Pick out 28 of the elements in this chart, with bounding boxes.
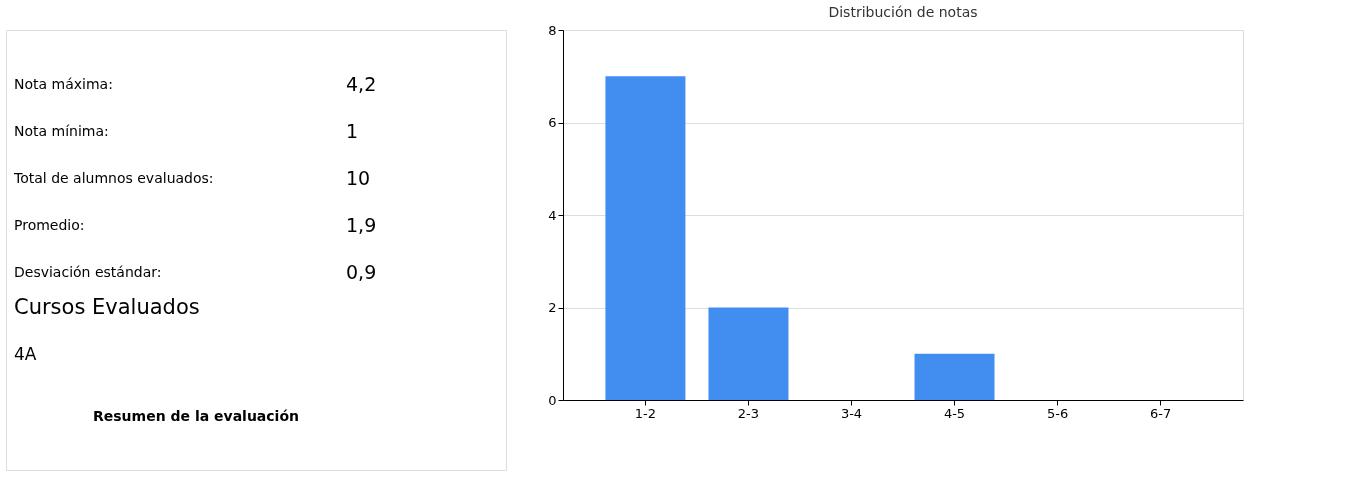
- y-tick-label: 6: [548, 115, 557, 130]
- text: 0,9: [346, 261, 377, 283]
- y-tick-label: 2: [548, 300, 557, 315]
- text: 1: [346, 120, 359, 142]
- x-tick-label: 2-3: [737, 405, 760, 421]
- y-tick-label: 4: [548, 207, 557, 223]
- text: Promedio:: [14, 217, 85, 233]
- y-tick-label: 8: [548, 22, 557, 38]
- y-tick-label: 0: [548, 392, 557, 408]
- text: Cursos Evaluados: [14, 295, 200, 319]
- text: 4A: [14, 344, 37, 364]
- x-tick-label: 3-4: [840, 405, 863, 421]
- text: 4,2: [346, 73, 377, 95]
- x-tick-label: 4-5: [943, 405, 966, 421]
- bar: [605, 76, 686, 400]
- bar: [708, 307, 789, 400]
- text: Desviación estándar:: [14, 264, 162, 280]
- text: Nota máxima:: [14, 76, 113, 92]
- text: Total de alumnos evaluados:: [13, 170, 214, 186]
- x-tick-label: 1-2: [634, 405, 657, 421]
- bar: [914, 353, 995, 400]
- text: 10: [346, 167, 371, 189]
- x-tick-label: 6-7: [1149, 405, 1172, 421]
- text: Resumen de la evaluación: [93, 408, 299, 424]
- x-tick-label: 5-6: [1046, 405, 1069, 421]
- text: Nota mínima:: [14, 123, 109, 139]
- text: 1,9: [346, 214, 377, 236]
- chart-title: Distribución de notas: [828, 4, 978, 20]
